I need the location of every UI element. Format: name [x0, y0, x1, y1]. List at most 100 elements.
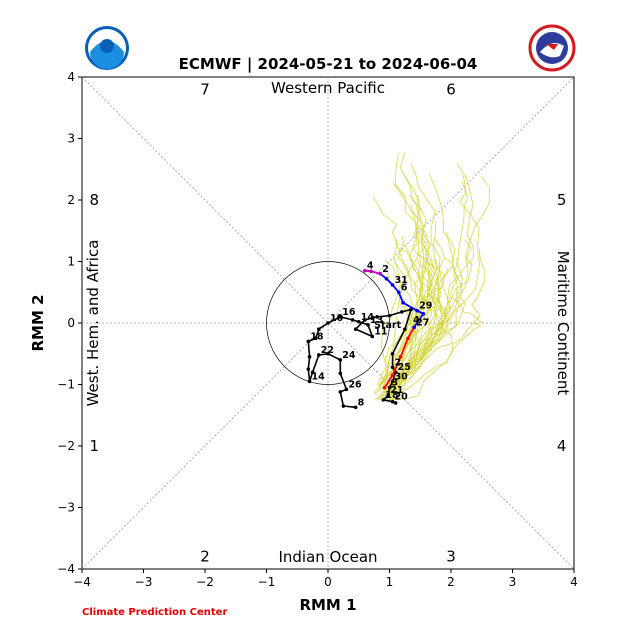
x-axis-label: RMM 1	[299, 596, 356, 614]
region-right-label: Maritime Continent	[554, 251, 572, 396]
observed-line-point	[393, 401, 398, 405]
ensemble-member-line	[384, 205, 439, 393]
observed-line-point	[350, 318, 355, 322]
y-tick-label: −1	[57, 378, 75, 392]
x-tick-label: −4	[73, 575, 91, 589]
x-tick-label: 1	[386, 575, 394, 589]
observed-line-point	[366, 323, 370, 327]
day-label: 26	[348, 379, 362, 390]
observed-line-point	[387, 313, 392, 318]
y-axis-ticks: −4 −3 −2 −1 0 1 2 3 4	[57, 70, 82, 576]
y-tick-label: −4	[57, 562, 75, 576]
forecast-end-line-point	[363, 268, 367, 273]
observed-line-point	[344, 387, 349, 392]
observed-line-point	[356, 319, 361, 324]
ensemble-member-line	[387, 175, 480, 395]
ensemble-member-line	[386, 257, 466, 394]
day-label: 10	[330, 313, 344, 324]
day-label: 29	[419, 301, 432, 312]
observed-line-point	[381, 398, 386, 402]
day-label: 21	[390, 385, 403, 396]
day-label: 16	[342, 307, 356, 318]
observed-line-point	[390, 399, 395, 404]
ensemble-member-line	[385, 225, 433, 399]
forecast-trajectory	[363, 268, 426, 390]
day-label: 14	[312, 371, 326, 382]
y-tick-label: 3	[67, 132, 75, 146]
region-top-label: Western Pacific	[271, 79, 385, 97]
observed-line-point	[338, 371, 343, 376]
observed-line-point	[338, 358, 343, 362]
forecast-week2-line-point	[384, 276, 389, 281]
y-tick-label: 2	[67, 193, 75, 207]
forecast-end-line-point	[369, 269, 373, 274]
y-tick-label: −3	[57, 501, 75, 515]
observed-line-point	[370, 334, 375, 339]
observed-line-point	[387, 385, 392, 390]
observed-line-point	[306, 339, 311, 344]
x-axis-ticks: −4 −3 −2 −1 0 1 2 3 4	[73, 569, 578, 589]
day-label: 30	[395, 371, 409, 382]
forecast-week2-line-point	[412, 325, 416, 330]
day-label: 2	[382, 264, 389, 275]
ensemble-member-line	[388, 239, 472, 391]
day-label: 18	[310, 331, 324, 342]
region-left-label: West. Hem. and Africa	[84, 240, 102, 407]
observed-line-point	[363, 318, 367, 322]
observed-line-point	[307, 355, 312, 359]
forecast-week1-line-point	[390, 373, 395, 378]
observed-line-point	[386, 393, 391, 397]
phase-number: 6	[446, 80, 456, 98]
day-label: 4	[367, 261, 374, 272]
observed-line-point	[353, 405, 358, 410]
region-bottom-label: Indian Ocean	[278, 548, 377, 566]
day-label: 4	[413, 315, 420, 326]
ensemble-member-line	[376, 257, 446, 401]
observed-line-point	[306, 367, 311, 371]
day-label: 3	[392, 378, 399, 389]
observed-line-point	[310, 370, 315, 375]
ensemble-member-line	[387, 296, 483, 401]
day-label: 25	[398, 362, 411, 373]
phase-number: 5	[557, 191, 567, 209]
ensemble-member-line	[380, 261, 445, 402]
ensemble-member-line	[374, 265, 443, 400]
ensemble-member-line	[386, 227, 432, 403]
day-label: 18	[385, 390, 399, 401]
day-label: 14	[361, 312, 375, 323]
observed-line-point	[353, 327, 358, 331]
start-label: Start	[374, 320, 401, 331]
ensemble-member-line	[378, 163, 441, 392]
x-tick-label: 4	[570, 575, 578, 589]
credit-text: Climate Prediction Center	[82, 607, 227, 618]
phase-number: 3	[446, 548, 456, 566]
observed-line-point	[341, 404, 346, 408]
observed-line-point	[390, 365, 395, 370]
day-label: 11	[374, 327, 387, 338]
y-tick-label: −2	[57, 439, 75, 453]
observed-line-point	[390, 379, 395, 384]
day-label: 24	[342, 350, 356, 361]
y-tick-label: 4	[67, 70, 75, 84]
national-weather-service-logo	[528, 24, 576, 72]
observed-line-point	[316, 353, 321, 357]
observed-line-point	[338, 390, 343, 394]
phase-number: 1	[90, 437, 100, 455]
phase-number: 8	[90, 191, 100, 209]
day-label: 6	[401, 282, 408, 293]
forecast-week2-line-point	[415, 308, 419, 313]
phase-numbers: 1 2 3 4 5 6 7 8	[90, 80, 567, 565]
chart-title: ECMWF | 2024-05-21 to 2024-06-04	[179, 55, 478, 74]
ensemble-member-line	[382, 248, 485, 386]
forecast-week2-line-point	[396, 290, 401, 295]
ensemble-member-line	[390, 182, 438, 396]
forecast-week2-line-point	[421, 311, 426, 316]
day-label: 13	[370, 315, 383, 326]
y-tick-label: 0	[67, 316, 75, 330]
observed-trajectory	[306, 307, 413, 410]
unit-circle	[266, 261, 390, 385]
x-tick-label: 0	[324, 575, 332, 589]
observed-line-point	[307, 379, 312, 384]
